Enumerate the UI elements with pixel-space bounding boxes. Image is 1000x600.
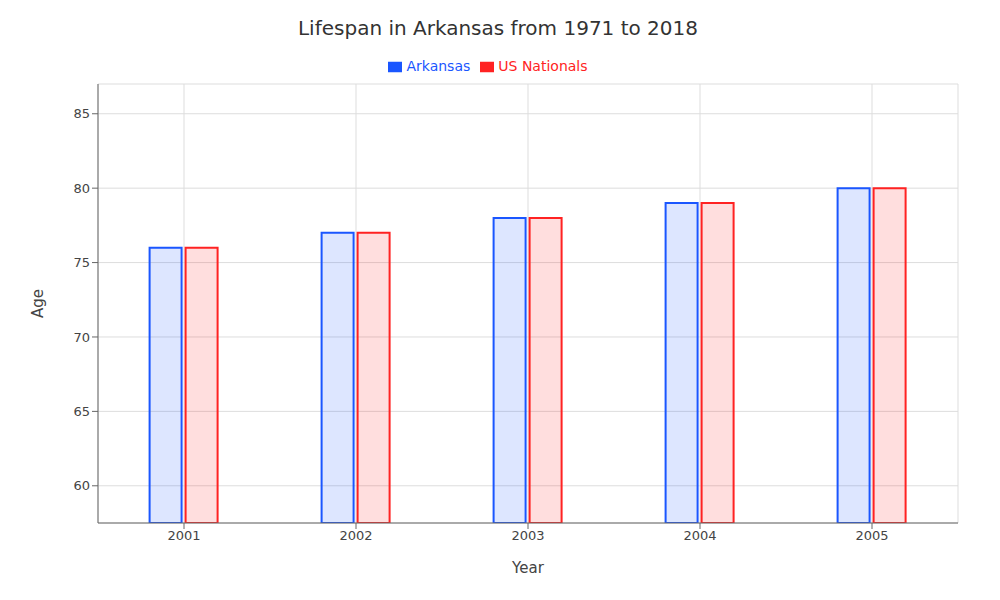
svg-text:2004: 2004 — [683, 528, 716, 543]
svg-text:80: 80 — [73, 181, 90, 196]
svg-text:Age: Age — [29, 289, 47, 318]
svg-text:2002: 2002 — [339, 528, 372, 543]
svg-text:65: 65 — [73, 404, 90, 419]
html-text:Lifespan in Arkansas from 1971: Lifespan in Arkansas from 1971 to 2018 — [298, 16, 698, 40]
svg-text:2001: 2001 — [167, 528, 200, 543]
svg-text:Year: Year — [511, 559, 545, 577]
svg-text:60: 60 — [73, 478, 90, 493]
svg-text:2003: 2003 — [511, 528, 544, 543]
svg-text:85: 85 — [73, 106, 90, 121]
html-text:Arkansas: Arkansas — [406, 58, 471, 74]
svg-text:75: 75 — [73, 255, 90, 270]
html-text:US Nationals: US Nationals — [498, 58, 588, 74]
svg-text:70: 70 — [73, 330, 90, 345]
svg-text:2005: 2005 — [855, 528, 888, 543]
